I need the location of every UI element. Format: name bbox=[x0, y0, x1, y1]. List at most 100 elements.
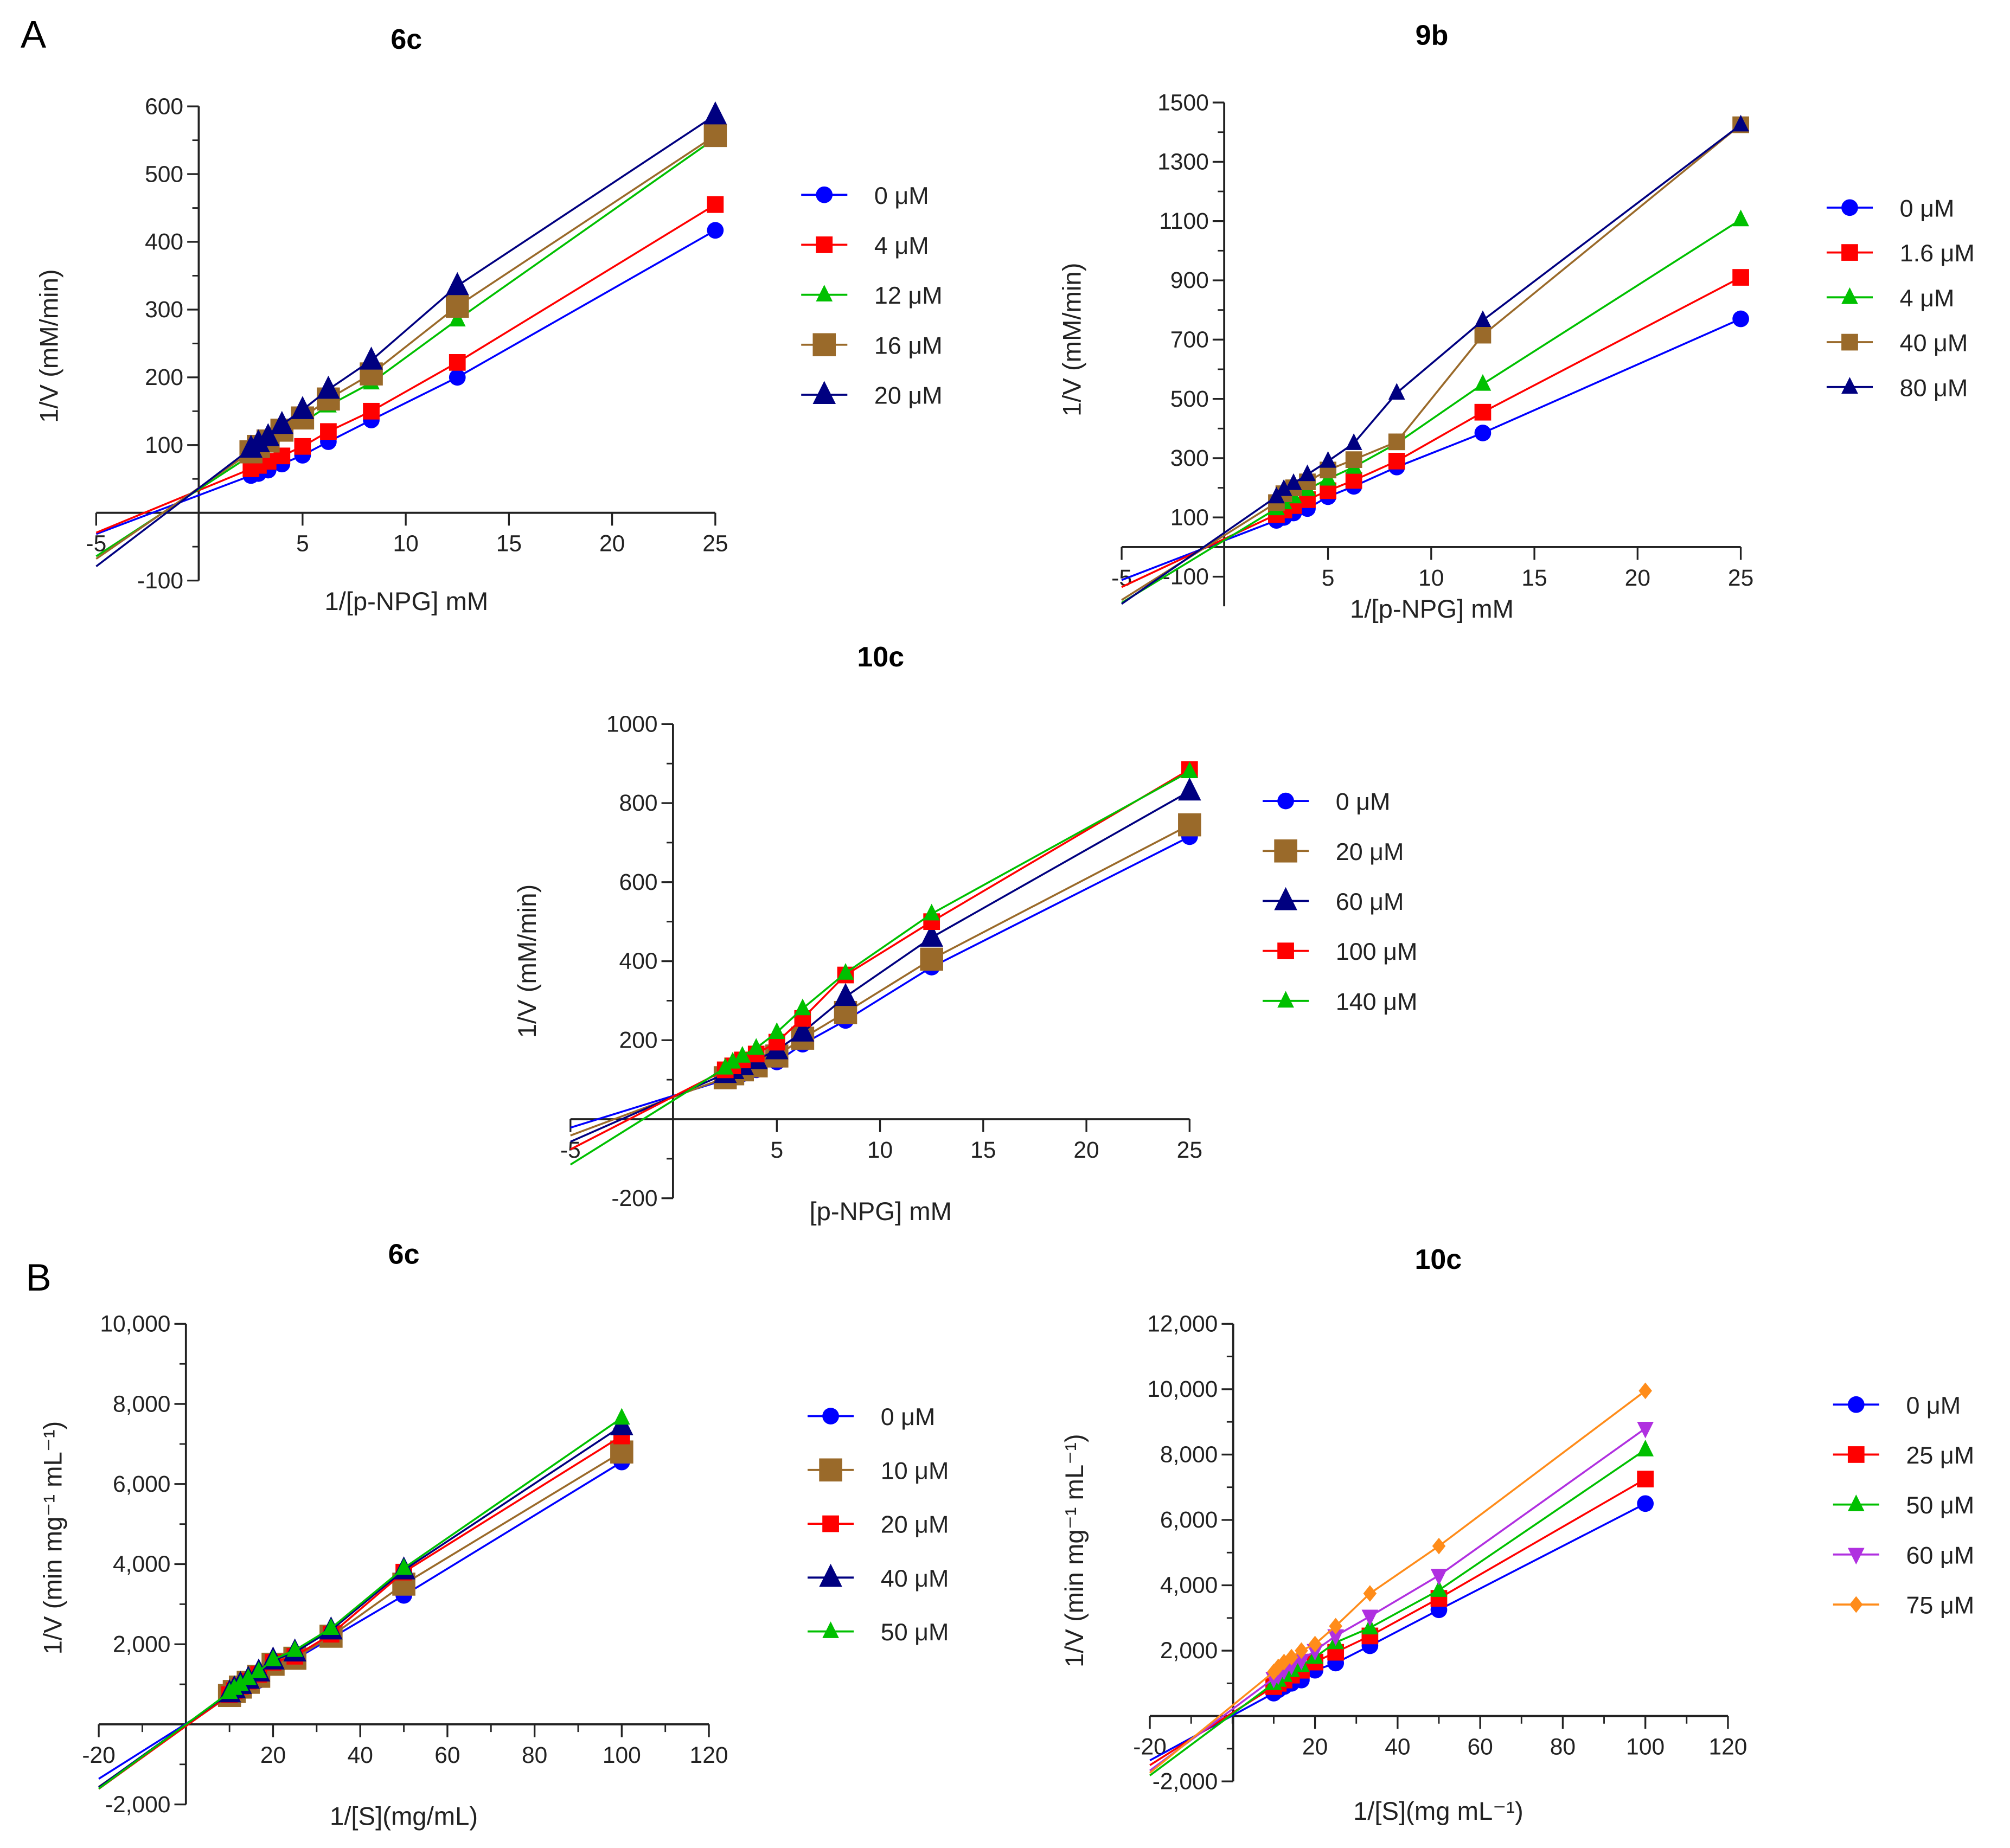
legend-marker bbox=[1841, 199, 1858, 216]
data-point bbox=[1388, 433, 1405, 451]
fit-line-extension bbox=[569, 1067, 726, 1166]
series-4M bbox=[95, 196, 724, 534]
x-tick-label: 20 bbox=[1073, 1137, 1099, 1163]
data-point bbox=[320, 423, 337, 440]
data-point bbox=[716, 1057, 734, 1075]
data-point bbox=[317, 375, 340, 399]
legend-item: 25 μM bbox=[1833, 1441, 1974, 1469]
data-point bbox=[768, 1022, 785, 1039]
legend-marker bbox=[822, 1621, 839, 1638]
series-50M bbox=[1149, 1439, 1654, 1776]
y-tick-label: 200 bbox=[619, 1027, 658, 1053]
series-20M bbox=[570, 813, 1201, 1137]
legend-marker bbox=[1841, 287, 1858, 304]
data-point bbox=[1732, 269, 1749, 286]
x-tick-label: 80 bbox=[522, 1742, 547, 1768]
y-tick-label: -100 bbox=[137, 568, 183, 594]
x-tick-label: 20 bbox=[599, 531, 625, 557]
data-point bbox=[445, 272, 469, 296]
fit-line-extension bbox=[98, 1691, 231, 1789]
legend-item: 20 μM bbox=[808, 1511, 949, 1538]
x-tick-label: 80 bbox=[1550, 1734, 1576, 1760]
fit-line-extension bbox=[95, 447, 252, 567]
data-point bbox=[1432, 1537, 1446, 1555]
legend-label: 50 μM bbox=[1906, 1491, 1974, 1519]
chart-b-10c: 10c -2,000 2,000 4,000 6,000 8,000 10,000 12,00… bbox=[1060, 1244, 1974, 1826]
data-point bbox=[834, 983, 857, 1006]
legend-item: 16 μM bbox=[801, 331, 943, 359]
y-tick-label: 400 bbox=[145, 229, 183, 255]
legend-label: 4 μM bbox=[1900, 284, 1955, 312]
data-point bbox=[1327, 1629, 1345, 1646]
data-point bbox=[257, 423, 280, 446]
data-point bbox=[1388, 453, 1405, 470]
x-axis-label: 1/[p-NPG] mM bbox=[324, 587, 488, 616]
x-tick-label: 100 bbox=[1626, 1734, 1665, 1760]
x-tick-label: 60 bbox=[434, 1742, 460, 1768]
legend-marker bbox=[1274, 887, 1297, 910]
legend-item: 40 μM bbox=[1826, 329, 1968, 357]
chart-title: 10c bbox=[857, 641, 904, 673]
legend-label: 0 μM bbox=[1906, 1391, 1961, 1419]
legend-label: 0 μM bbox=[881, 1403, 936, 1430]
y-tick-label: -2,000 bbox=[1153, 1768, 1218, 1794]
y-tick-label: 6,000 bbox=[113, 1471, 170, 1497]
legend-item: 12 μM bbox=[801, 281, 943, 309]
legend-marker bbox=[812, 381, 836, 404]
data-point bbox=[703, 101, 727, 125]
chart-title: 6c bbox=[388, 1239, 420, 1270]
series-20M bbox=[98, 1427, 630, 1790]
series-10M bbox=[98, 1440, 633, 1788]
x-tick-label: 20 bbox=[1625, 565, 1650, 591]
x-tick-label: -20 bbox=[1133, 1734, 1166, 1760]
data-point bbox=[1637, 1439, 1654, 1456]
data-point bbox=[1308, 1635, 1322, 1653]
y-axis-label: 1/V (mM/min) bbox=[1058, 263, 1086, 416]
legend-item: 100 μM bbox=[1263, 938, 1417, 965]
data-point bbox=[240, 1668, 257, 1685]
y-tick-label: 2,000 bbox=[113, 1631, 170, 1657]
chart-title: 6c bbox=[391, 24, 422, 55]
legend-label: 20 μM bbox=[881, 1511, 949, 1538]
legend-label: 80 μM bbox=[1900, 374, 1968, 401]
legend-label: 60 μM bbox=[1336, 888, 1404, 915]
y-tick-label: 8,000 bbox=[1160, 1442, 1218, 1468]
y-axis-label: 1/V (min mg⁻¹ mL⁻¹) bbox=[39, 1421, 68, 1655]
legend-item: 0 μM bbox=[1826, 194, 1954, 222]
x-tick-label: 25 bbox=[1728, 565, 1753, 591]
legend-label: 0 μM bbox=[1336, 788, 1391, 816]
data-point bbox=[1178, 777, 1201, 801]
x-tick-label: 15 bbox=[496, 531, 522, 557]
legend-marker bbox=[1847, 1494, 1865, 1511]
y-tick-label: 200 bbox=[145, 364, 183, 390]
x-tick-label: -20 bbox=[82, 1742, 115, 1768]
data-point bbox=[707, 196, 724, 213]
fit-line-extension bbox=[95, 451, 252, 560]
y-tick-label: 900 bbox=[1170, 267, 1209, 293]
legend-item: 0 μM bbox=[808, 1403, 935, 1430]
legend-label: 100 μM bbox=[1336, 938, 1418, 965]
legend-item: 140 μM bbox=[1263, 987, 1417, 1015]
data-point bbox=[1430, 1569, 1448, 1586]
legend-item: 10 μM bbox=[808, 1456, 949, 1484]
legend-marker bbox=[822, 1408, 839, 1425]
legend-marker bbox=[1841, 244, 1858, 261]
data-point bbox=[734, 1045, 751, 1063]
legend-label: 0 μM bbox=[874, 182, 929, 209]
data-point bbox=[1345, 451, 1362, 469]
data-point bbox=[1732, 114, 1749, 132]
data-point bbox=[250, 1661, 267, 1678]
legend-marker bbox=[816, 186, 833, 203]
legend-label: 40 μM bbox=[1900, 329, 1968, 357]
data-point bbox=[1299, 464, 1316, 482]
legend-item: 50 μM bbox=[808, 1618, 949, 1646]
data-point bbox=[1638, 1382, 1652, 1400]
y-tick-label: 800 bbox=[619, 790, 658, 816]
y-tick-label: 400 bbox=[619, 948, 658, 974]
x-tick-label: 120 bbox=[690, 1742, 728, 1768]
data-point bbox=[1474, 310, 1492, 328]
legend-label: 16 μM bbox=[874, 331, 943, 359]
legend-marker bbox=[1277, 991, 1294, 1008]
legend-marker bbox=[822, 1515, 839, 1532]
x-axis-label: 1/[p-NPG] mM bbox=[1350, 595, 1514, 624]
